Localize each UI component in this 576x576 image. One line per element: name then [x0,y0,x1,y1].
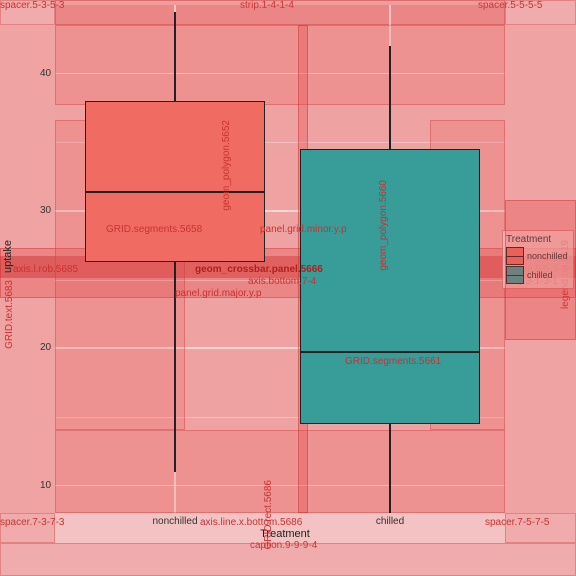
ovl-a [55,25,505,105]
lab-poly2: geom_polygon.5660 [378,180,389,271]
bottom-strip [0,543,576,576]
x-tick: chilled [360,516,420,527]
lab-gridy: panel.grid.major.y.p [175,288,262,299]
y-tick: 20 [40,342,51,353]
lab-gridrect: GRID.rect.5686 [263,480,274,549]
y-tick: 10 [40,480,51,491]
lab-spacer-bl: spacer.7-3-7-3 [0,517,64,528]
lab-poly1: geom_polygon.5652 [221,120,232,211]
lab-axisl: axis.l.rob.5685 [13,264,78,275]
lab-gridtext: GRID.text.5683 [4,280,15,349]
box [85,101,265,262]
lab-spacer-br: spacer.7-5-7-5 [485,517,549,528]
box [300,149,480,424]
lab-seg2: GRID.segments.5661 [345,356,441,367]
x-tick: nonchilled [145,516,205,527]
lab-center: geom_crossbar.panel.5666 [195,264,323,275]
chart-root: spacer.5-3-5-3 strip.1-4-1-4 spacer.5-5-… [0,0,576,576]
y-tick: 30 [40,205,51,216]
legend-shade [505,200,576,340]
median [300,351,480,353]
lab-seg1: GRID.segments.5658 [106,224,202,235]
median [85,191,265,193]
lab-gridminor: panel.grid.minor.y.p [260,224,347,235]
y-tick: 40 [40,68,51,79]
lab-axisline: axis.line.x.bottom.5686 [200,517,302,528]
lab-axistick: axis.bottom.7-4 [248,276,316,287]
ovl-b [55,430,505,513]
x-axis-label: Treatment [250,528,320,540]
